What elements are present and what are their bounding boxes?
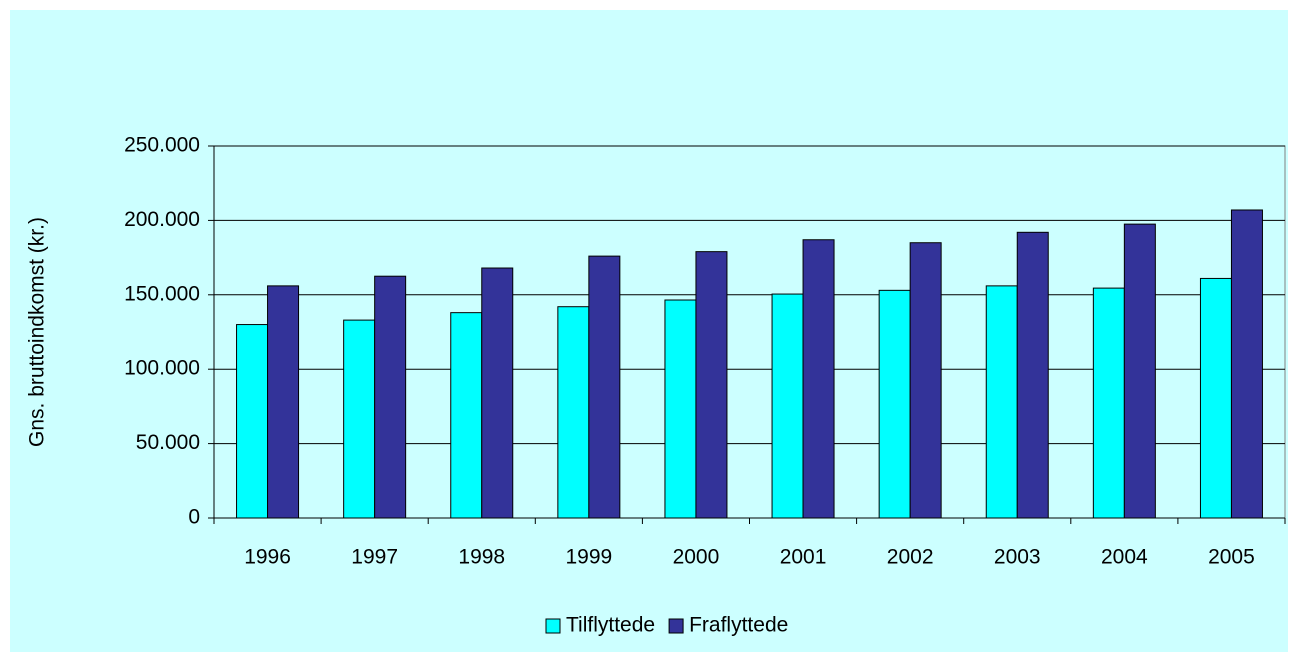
bar [588, 255, 621, 519]
x-tick-label: 2000 [673, 546, 720, 569]
bar [557, 306, 590, 519]
bar [1016, 231, 1049, 519]
bar [1199, 277, 1232, 519]
bar [802, 239, 835, 519]
bar [1092, 287, 1125, 519]
x-tick-label: 2004 [1101, 546, 1148, 569]
y-tick-label: 150.000 [124, 282, 200, 305]
legend-label: Fraflyttede [689, 614, 788, 637]
bar [343, 319, 376, 519]
y-tick-label: 50.000 [136, 431, 200, 454]
x-tick-label: 2003 [994, 546, 1041, 569]
bar [878, 289, 911, 519]
bar [771, 293, 804, 519]
bar [481, 267, 514, 519]
x-tick-label: 2002 [887, 546, 934, 569]
x-tick-label: 2005 [1208, 546, 1255, 569]
bar [1123, 223, 1156, 519]
y-tick-label: 0 [188, 506, 200, 529]
bar [236, 324, 269, 519]
x-tick-label: 1997 [351, 546, 398, 569]
bar [985, 285, 1018, 519]
chart-background [10, 10, 1288, 652]
x-tick-label: 1996 [244, 546, 291, 569]
y-tick-label: 100.000 [124, 357, 200, 380]
x-tick-label: 1999 [565, 546, 612, 569]
bar [664, 299, 697, 519]
bar [909, 242, 942, 519]
bar [1230, 209, 1263, 519]
y-axis-label: Gns. bruttoindkomst (kr.) [26, 217, 49, 447]
legend-swatch [545, 618, 561, 634]
x-tick-label: 1998 [458, 546, 505, 569]
bar [695, 251, 728, 519]
bar [374, 275, 407, 519]
x-tick-label: 2001 [780, 546, 827, 569]
legend-label: Tilflyttede [566, 614, 655, 637]
bar [267, 285, 300, 519]
legend-swatch [668, 618, 684, 634]
y-tick-label: 250.000 [124, 134, 200, 157]
bar [450, 312, 483, 519]
y-tick-label: 200.000 [124, 208, 200, 231]
